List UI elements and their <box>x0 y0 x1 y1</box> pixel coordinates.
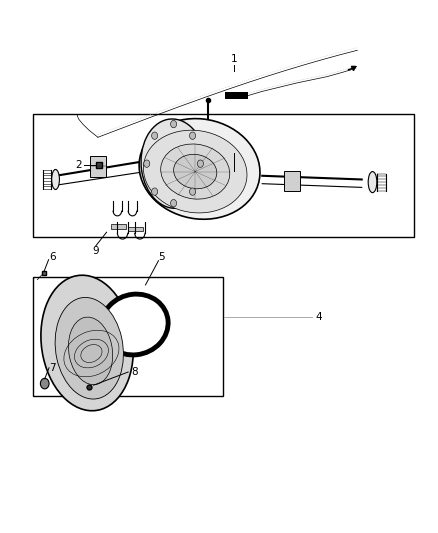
Text: 7: 7 <box>49 363 56 373</box>
Text: 9: 9 <box>92 246 99 256</box>
Text: 6: 6 <box>49 252 56 262</box>
Circle shape <box>144 160 150 167</box>
Bar <box>33 277 223 395</box>
Ellipse shape <box>143 130 247 213</box>
Text: 2: 2 <box>75 160 82 169</box>
Ellipse shape <box>41 275 133 411</box>
Text: 5: 5 <box>159 252 165 262</box>
Circle shape <box>198 160 203 167</box>
Circle shape <box>190 132 196 139</box>
Text: 8: 8 <box>131 367 138 377</box>
Ellipse shape <box>55 297 124 399</box>
Circle shape <box>170 199 177 207</box>
Circle shape <box>152 188 158 195</box>
Ellipse shape <box>173 155 217 189</box>
Ellipse shape <box>161 144 230 199</box>
Bar <box>226 92 248 99</box>
Circle shape <box>152 132 158 139</box>
Text: 1: 1 <box>231 54 237 64</box>
Ellipse shape <box>368 172 377 192</box>
Ellipse shape <box>156 140 234 208</box>
Circle shape <box>170 120 177 128</box>
Bar <box>33 114 413 238</box>
Text: 3: 3 <box>231 171 237 181</box>
Ellipse shape <box>101 294 168 355</box>
FancyBboxPatch shape <box>90 156 106 177</box>
Ellipse shape <box>141 119 206 208</box>
FancyBboxPatch shape <box>284 171 300 191</box>
Ellipse shape <box>139 119 260 219</box>
Circle shape <box>190 188 196 195</box>
Bar <box>111 224 126 229</box>
Bar <box>128 227 143 231</box>
Ellipse shape <box>68 317 113 385</box>
Text: 4: 4 <box>315 312 322 321</box>
Circle shape <box>40 378 49 389</box>
Ellipse shape <box>52 169 60 190</box>
